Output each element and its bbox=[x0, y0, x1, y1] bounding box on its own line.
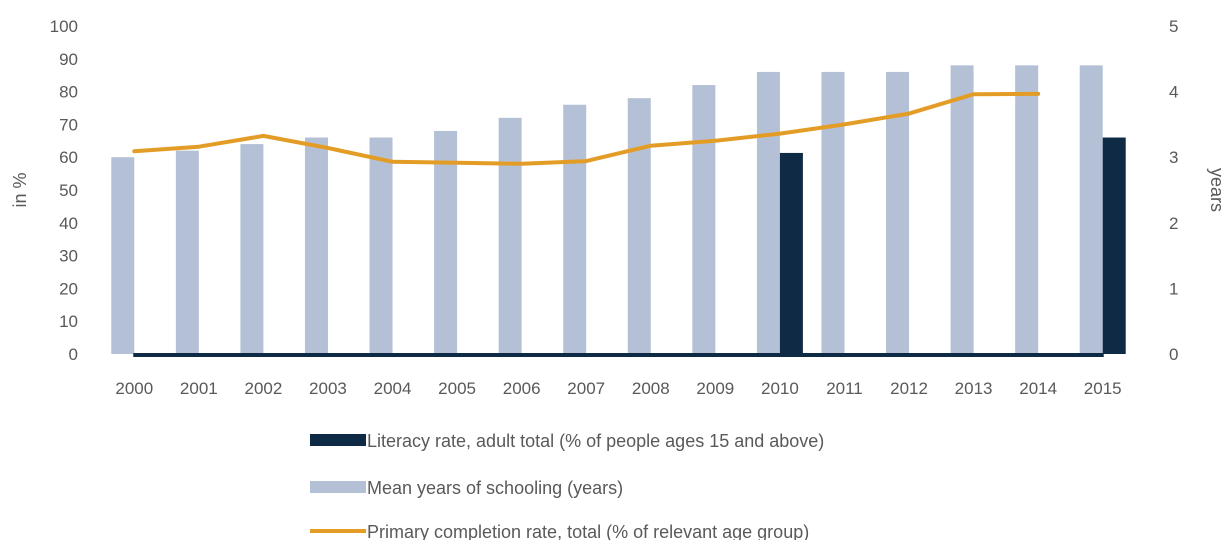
y-right-tick-label: 2 bbox=[1169, 214, 1178, 233]
schooling-bar bbox=[240, 144, 264, 354]
y-left-tick-label: 0 bbox=[69, 345, 78, 364]
x-tick-label: 2013 bbox=[955, 379, 993, 398]
x-tick-label: 2005 bbox=[438, 379, 476, 398]
y-left-tick-label: 90 bbox=[59, 50, 78, 69]
x-tick-label: 2012 bbox=[890, 379, 928, 398]
schooling-bar bbox=[692, 85, 716, 354]
x-tick-label: 2008 bbox=[632, 379, 670, 398]
bars bbox=[111, 65, 1126, 357]
y-left-tick-label: 80 bbox=[59, 83, 78, 102]
x-tick-label: 2009 bbox=[696, 379, 734, 398]
y-right-tick-label: 5 bbox=[1169, 17, 1178, 36]
x-tick-label: 2015 bbox=[1084, 379, 1122, 398]
literacy-bar bbox=[779, 152, 803, 354]
legend-label: Literacy rate, adult total (% of people … bbox=[367, 431, 824, 451]
y-left-tick-label: 50 bbox=[59, 181, 78, 200]
x-tick-label: 2011 bbox=[826, 379, 863, 398]
schooling-bar bbox=[304, 137, 328, 354]
x-tick-label: 2006 bbox=[503, 379, 541, 398]
schooling-bar bbox=[821, 71, 845, 355]
legend-label: Mean years of schooling (years) bbox=[367, 478, 623, 498]
y-left-ticks: 0 10 20 30 40 50 60 70 80 90 100 bbox=[50, 17, 78, 364]
line-layer bbox=[132, 91, 1041, 166]
schooling-bar bbox=[627, 98, 651, 354]
x-tick-label: 2002 bbox=[244, 379, 282, 398]
y-right-tick-label: 3 bbox=[1169, 148, 1178, 167]
x-tick-label: 2007 bbox=[567, 379, 605, 398]
y-left-tick-label: 60 bbox=[59, 148, 78, 167]
x-tick-label: 2004 bbox=[374, 379, 412, 398]
y-left-tick-label: 20 bbox=[59, 279, 78, 298]
schooling-bar bbox=[175, 150, 199, 354]
x-tick-label: 2003 bbox=[309, 379, 347, 398]
legend-label: Primary completion rate, total (% of rel… bbox=[367, 522, 809, 540]
schooling-bar bbox=[434, 130, 458, 354]
schooling-bar bbox=[950, 65, 974, 355]
y-left-tick-label: 40 bbox=[59, 214, 78, 233]
y-left-tick-label: 10 bbox=[59, 312, 78, 331]
schooling-bar bbox=[498, 117, 522, 354]
completion-rate-line bbox=[132, 91, 1041, 166]
x-ticks: 2000 2001 2002 2003 2004 2005 2006 2007 2008 2009… bbox=[115, 379, 1121, 398]
y-right-axis-title: years bbox=[1207, 168, 1221, 212]
y-right-ticks: 0 1 2 3 4 5 bbox=[1169, 17, 1178, 364]
zero-baseline bbox=[133, 353, 1104, 357]
schooling-bar bbox=[1015, 65, 1039, 355]
schooling-bar bbox=[111, 157, 135, 354]
schooling-bar bbox=[563, 104, 587, 354]
schooling-bar bbox=[886, 71, 910, 355]
y-left-tick-label: 30 bbox=[59, 247, 78, 266]
literacy-bar bbox=[1102, 137, 1126, 354]
legend-swatch bbox=[310, 434, 366, 446]
legend-swatch bbox=[310, 481, 366, 493]
legend: Literacy rate, adult total (% of people … bbox=[310, 431, 824, 540]
y-right-tick-label: 4 bbox=[1169, 83, 1178, 102]
x-tick-label: 2001 bbox=[180, 379, 218, 398]
y-left-tick-label: 70 bbox=[59, 115, 78, 134]
schooling-bar bbox=[756, 71, 780, 355]
y-right-tick-label: 1 bbox=[1169, 279, 1178, 298]
schooling-bar bbox=[369, 137, 393, 354]
x-tick-label: 2014 bbox=[1019, 379, 1057, 398]
y-left-tick-label: 100 bbox=[50, 17, 78, 36]
x-tick-label: 2000 bbox=[115, 379, 153, 398]
y-left-axis-title: in % bbox=[10, 172, 30, 207]
y-right-tick-label: 0 bbox=[1169, 345, 1178, 364]
schooling-bar bbox=[1079, 65, 1103, 355]
x-tick-label: 2010 bbox=[761, 379, 799, 398]
